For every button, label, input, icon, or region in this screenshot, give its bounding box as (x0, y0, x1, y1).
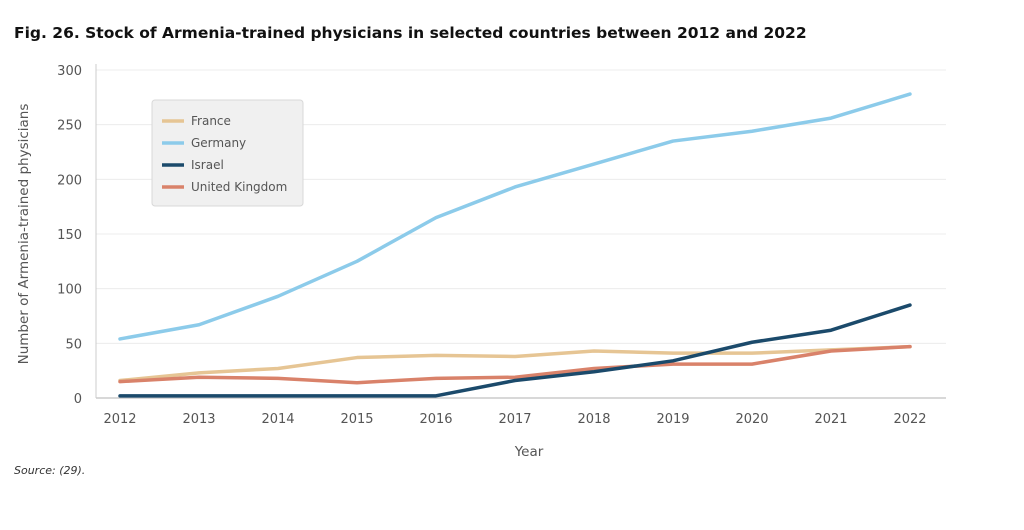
x-tick-label: 2019 (656, 412, 689, 427)
y-tick-label: 200 (57, 173, 82, 188)
x-tick-label: 2018 (577, 412, 610, 427)
chart-title: Fig. 26. Stock of Armenia-trained physic… (14, 24, 807, 42)
legend-label: France (191, 114, 231, 128)
y-tick-label: 50 (65, 337, 82, 352)
y-axis-label: Number of Armenia-trained physicians (16, 104, 32, 365)
x-tick-label: 2016 (419, 412, 452, 427)
x-tick-label: 2013 (182, 412, 215, 427)
source-note: Source: (29). (14, 464, 86, 477)
y-tick-label: 100 (57, 283, 82, 298)
x-tick-label: 2020 (735, 412, 768, 427)
legend-box (151, 99, 304, 207)
x-tick-label: 2021 (814, 412, 847, 427)
y-tick-label: 250 (57, 119, 82, 134)
y-tick-label: 300 (57, 64, 82, 79)
y-tick-label: 0 (74, 392, 82, 407)
y-tick-label: 150 (57, 228, 82, 243)
legend-label: Israel (191, 158, 224, 172)
x-axis-label: Year (514, 444, 544, 460)
legend-label: United Kingdom (191, 180, 287, 194)
legend-label: Germany (191, 136, 246, 150)
x-tick-label: 2017 (498, 412, 531, 427)
x-tick-label: 2022 (893, 412, 926, 427)
x-tick-label: 2015 (340, 412, 373, 427)
x-tick-label: 2014 (261, 412, 294, 427)
x-tick-label: 2012 (103, 412, 136, 427)
series-line-france (118, 344, 912, 383)
